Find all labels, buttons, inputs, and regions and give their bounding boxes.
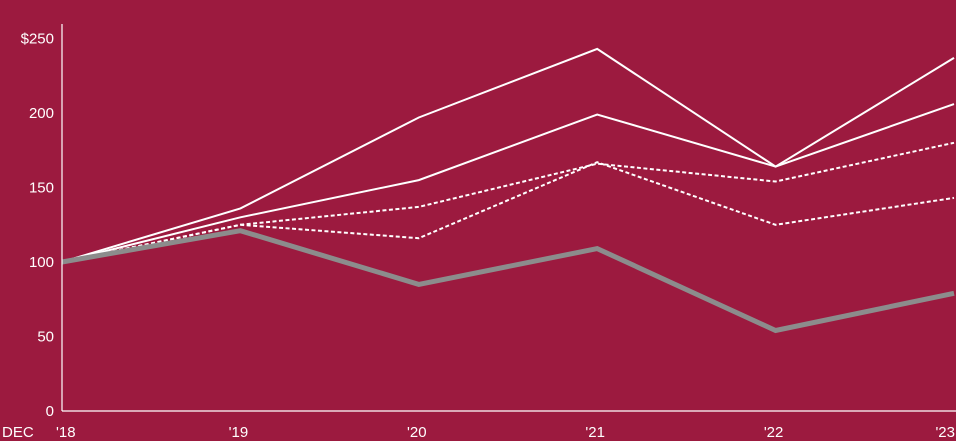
y-tick-label: 200 bbox=[29, 105, 54, 122]
x-tick-label: '22 bbox=[764, 424, 784, 441]
x-tick-label: '23 bbox=[935, 424, 955, 441]
series-line-3 bbox=[61, 141, 955, 263]
y-tick-label: 150 bbox=[29, 180, 54, 197]
axis-layer bbox=[61, 24, 956, 412]
series-line-4 bbox=[61, 161, 955, 263]
series-line-2 bbox=[61, 103, 955, 263]
label-layer: 0 50 100 150 200 $250 DEC '18 '19 '20 '21 '22 '23 bbox=[2, 31, 955, 441]
x-tick-label: '21 bbox=[585, 424, 605, 441]
series-line-highlight bbox=[61, 228, 955, 334]
x-tick-label: '20 bbox=[407, 424, 427, 441]
series-line-1 bbox=[61, 47, 955, 263]
x-tick-label: '18 bbox=[56, 424, 76, 441]
x-axis-prefix-label: DEC bbox=[2, 424, 34, 441]
series-layer bbox=[61, 47, 955, 334]
y-tick-label: $250 bbox=[21, 31, 54, 48]
y-tick-label: 50 bbox=[37, 329, 54, 346]
x-tick-label: '19 bbox=[229, 424, 249, 441]
y-tick-label: 0 bbox=[46, 403, 54, 420]
y-tick-label: 100 bbox=[29, 254, 54, 271]
